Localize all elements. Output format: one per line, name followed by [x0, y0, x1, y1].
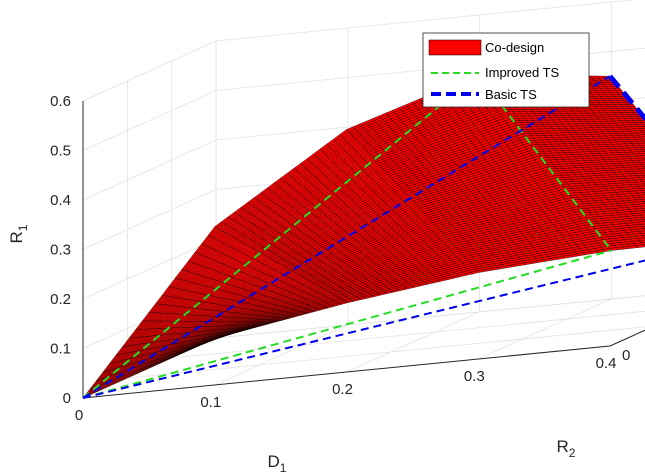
- axes-box: [82, 101, 645, 399]
- y-axis-line: [609, 329, 645, 347]
- x-axis-line: [82, 345, 611, 399]
- co-design-surface: [82, 74, 645, 399]
